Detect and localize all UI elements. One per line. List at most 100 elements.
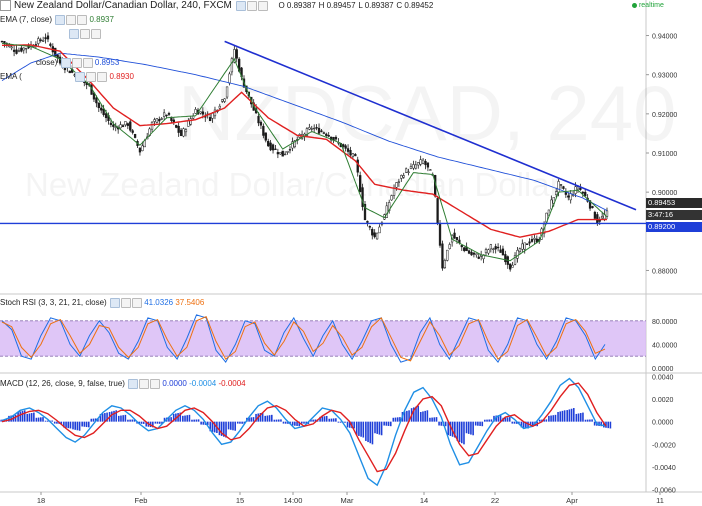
candle-body xyxy=(460,245,463,248)
candle-body xyxy=(426,162,430,168)
macd-histogram-bar xyxy=(325,415,328,422)
macd-legend[interactable]: MACD (12, 26, close, 9, false, true) 0.0… xyxy=(0,379,246,389)
macd-histogram-bar xyxy=(607,421,609,429)
eye-icon[interactable] xyxy=(235,0,246,11)
candle-body xyxy=(267,140,270,147)
candle-body xyxy=(293,140,296,148)
candle-body xyxy=(41,40,45,42)
candle-body xyxy=(496,246,500,249)
macd-histogram-bar xyxy=(76,421,79,431)
realtime-label: realtime xyxy=(638,2,664,9)
stoch-band xyxy=(0,320,646,357)
settings-icon[interactable] xyxy=(120,298,131,308)
ema-slow-legend[interactable]: EMA ( 0.8930 xyxy=(0,72,134,82)
candle-body xyxy=(584,191,587,197)
macd-histogram-bar xyxy=(145,421,148,427)
candle-body xyxy=(102,108,105,116)
candle-body xyxy=(487,249,490,254)
ohlc-low: L 0.89387 xyxy=(358,1,394,11)
macd-histogram-bar xyxy=(387,421,390,426)
candle-body xyxy=(175,124,178,128)
close-icon[interactable] xyxy=(150,379,161,389)
macd-histogram-bar xyxy=(454,421,456,438)
stoch-legend[interactable]: Stoch RSI (3, 3, 21, 21, close) 41.0326 … xyxy=(0,298,204,308)
macd-histogram-bar xyxy=(92,418,95,422)
macd-histogram-bar xyxy=(172,413,175,422)
macd-histogram-bar xyxy=(209,421,212,432)
price-tick-label: 0.91000 xyxy=(652,151,677,158)
candle-body xyxy=(412,164,415,169)
macd-histogram-bar xyxy=(225,421,227,438)
macd-histogram-bar xyxy=(362,421,365,438)
close-icon[interactable] xyxy=(82,58,93,68)
macd-histogram-bar xyxy=(575,413,578,422)
eye-icon[interactable] xyxy=(55,15,66,25)
macd-histogram-bar xyxy=(396,417,399,422)
macd-histogram-bar xyxy=(493,415,495,422)
close-icon[interactable] xyxy=(257,0,268,11)
macd-histogram-bar xyxy=(127,419,129,422)
candle-body xyxy=(112,124,115,127)
macd-histogram-bar xyxy=(527,421,529,429)
candle-body xyxy=(516,250,519,259)
eye-icon[interactable] xyxy=(69,29,80,39)
settings-icon[interactable] xyxy=(139,379,150,389)
macd-histogram-bar xyxy=(236,421,239,424)
settings-icon[interactable] xyxy=(71,58,82,68)
close-icon[interactable] xyxy=(77,15,88,25)
macd-hist-value: 0.0000 xyxy=(162,379,187,389)
candle-body xyxy=(523,242,526,250)
macd-histogram-bar xyxy=(266,415,269,422)
candle-body xyxy=(271,144,275,151)
symbol-title[interactable]: New Zealand Dollar/Canadian Dollar, 240,… xyxy=(14,0,232,12)
candle-body xyxy=(0,40,4,43)
collapse-icon[interactable] xyxy=(0,0,11,11)
macd-histogram-bar xyxy=(129,419,131,422)
candle-body xyxy=(581,191,584,194)
candle-body xyxy=(436,198,439,224)
macd-histogram-bar xyxy=(275,419,278,422)
candle-body xyxy=(504,254,507,263)
eye-icon[interactable] xyxy=(109,298,120,308)
macd-histogram-bar xyxy=(460,421,463,444)
candle-body xyxy=(414,164,417,169)
macd-histogram-bar xyxy=(8,415,10,422)
macd-histogram-bar xyxy=(438,421,440,426)
close-icon[interactable] xyxy=(97,72,108,82)
macd-histogram-bar xyxy=(422,411,424,422)
macd-histogram-bar xyxy=(589,419,591,422)
ema-mid-legend[interactable]: close) 0.8953 xyxy=(36,58,119,68)
settings-icon[interactable] xyxy=(246,0,257,11)
macd-histogram-bar xyxy=(444,421,447,427)
macd-histogram-bar xyxy=(250,417,253,422)
candle-body xyxy=(448,244,451,249)
macd-histogram-bar xyxy=(303,421,305,424)
candle-body xyxy=(20,47,23,52)
eye-icon[interactable] xyxy=(75,72,86,82)
close-icon[interactable] xyxy=(91,29,102,39)
ema-mid-value: 0.8953 xyxy=(94,58,120,68)
ema-toggle-legend[interactable] xyxy=(0,29,102,39)
ema7-legend[interactable]: EMA (7, close) 0.8937 xyxy=(0,15,114,25)
macd-histogram-bar xyxy=(600,421,603,427)
macd-histogram-bar xyxy=(413,407,415,422)
eye-icon[interactable] xyxy=(60,58,71,68)
macd-histogram-bar xyxy=(140,421,143,424)
macd-histogram-bar xyxy=(248,417,250,422)
trendline xyxy=(224,40,637,211)
macd-histogram-bar xyxy=(319,416,321,422)
candle-body xyxy=(421,159,425,164)
close-icon[interactable] xyxy=(131,298,142,308)
settings-icon[interactable] xyxy=(66,15,77,25)
candle-body xyxy=(279,152,282,155)
settings-icon[interactable] xyxy=(86,72,97,82)
macd-histogram-bar xyxy=(335,418,337,422)
settings-icon[interactable] xyxy=(80,29,91,39)
macd-histogram-bar xyxy=(83,421,86,427)
macd-histogram-bar xyxy=(543,419,545,422)
macd-histogram-bar xyxy=(161,421,163,424)
eye-icon[interactable] xyxy=(128,379,139,389)
candle-body xyxy=(46,35,50,40)
